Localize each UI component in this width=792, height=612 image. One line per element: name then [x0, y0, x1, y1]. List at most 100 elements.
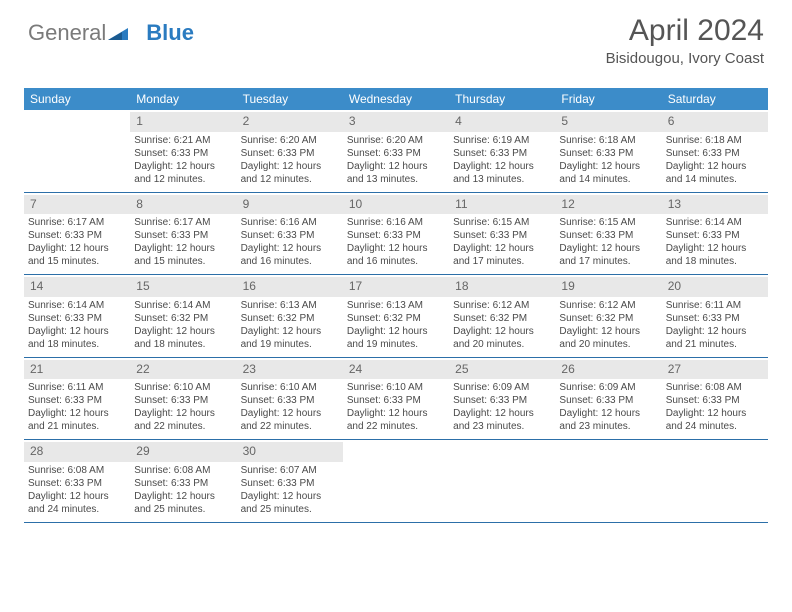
daylight-text: Daylight: 12 hours and 18 minutes.: [666, 242, 764, 268]
sunset-text: Sunset: 6:33 PM: [134, 394, 232, 407]
day-number: 23: [237, 360, 343, 380]
logo-triangle-icon: [108, 20, 128, 46]
day-number: 18: [449, 277, 555, 297]
month-title: April 2024: [606, 14, 764, 48]
calendar-cell: 12 Sunrise: 6:15 AM Sunset: 6:33 PM Dayl…: [555, 193, 661, 275]
calendar-cell: 22 Sunrise: 6:10 AM Sunset: 6:33 PM Dayl…: [130, 358, 236, 440]
calendar-cell: 11 Sunrise: 6:15 AM Sunset: 6:33 PM Dayl…: [449, 193, 555, 275]
daylight-text: Daylight: 12 hours and 21 minutes.: [28, 407, 126, 433]
logo-text-2: Blue: [146, 20, 194, 46]
sunset-text: Sunset: 6:32 PM: [453, 312, 551, 325]
daylight-text: Daylight: 12 hours and 14 minutes.: [559, 160, 657, 186]
sunrise-text: Sunrise: 6:09 AM: [559, 381, 657, 394]
sunset-text: Sunset: 6:33 PM: [134, 477, 232, 490]
calendar-cell: 18 Sunrise: 6:12 AM Sunset: 6:32 PM Dayl…: [449, 275, 555, 357]
sunrise-text: Sunrise: 6:07 AM: [241, 464, 339, 477]
sunrise-text: Sunrise: 6:08 AM: [666, 381, 764, 394]
day-number: 10: [343, 195, 449, 215]
daylight-text: Daylight: 12 hours and 17 minutes.: [453, 242, 551, 268]
daylight-text: Daylight: 12 hours and 22 minutes.: [347, 407, 445, 433]
sunset-text: Sunset: 6:33 PM: [453, 394, 551, 407]
daylight-text: Daylight: 12 hours and 13 minutes.: [347, 160, 445, 186]
daylight-text: Daylight: 12 hours and 19 minutes.: [347, 325, 445, 351]
sunset-text: Sunset: 6:33 PM: [453, 147, 551, 160]
calendar-week: 21 Sunrise: 6:11 AM Sunset: 6:33 PM Dayl…: [24, 358, 768, 441]
day-number: 9: [237, 195, 343, 215]
day-number: 25: [449, 360, 555, 380]
sunset-text: Sunset: 6:33 PM: [28, 477, 126, 490]
sunrise-text: Sunrise: 6:09 AM: [453, 381, 551, 394]
sunset-text: Sunset: 6:32 PM: [347, 312, 445, 325]
sunset-text: Sunset: 6:33 PM: [559, 394, 657, 407]
sunset-text: Sunset: 6:33 PM: [453, 229, 551, 242]
sunset-text: Sunset: 6:33 PM: [347, 147, 445, 160]
sunset-text: Sunset: 6:33 PM: [666, 229, 764, 242]
daylight-text: Daylight: 12 hours and 17 minutes.: [559, 242, 657, 268]
daylight-text: Daylight: 12 hours and 18 minutes.: [28, 325, 126, 351]
sunrise-text: Sunrise: 6:17 AM: [28, 216, 126, 229]
calendar-cell: 2 Sunrise: 6:20 AM Sunset: 6:33 PM Dayli…: [237, 110, 343, 192]
day-number: 24: [343, 360, 449, 380]
weekday-header: Tuesday: [237, 88, 343, 110]
daylight-text: Daylight: 12 hours and 12 minutes.: [241, 160, 339, 186]
daylight-text: Daylight: 12 hours and 14 minutes.: [666, 160, 764, 186]
day-number: 4: [449, 112, 555, 132]
weekday-header: Friday: [555, 88, 661, 110]
sunset-text: Sunset: 6:33 PM: [666, 312, 764, 325]
sunrise-text: Sunrise: 6:15 AM: [453, 216, 551, 229]
sunset-text: Sunset: 6:33 PM: [28, 394, 126, 407]
day-number: 26: [555, 360, 661, 380]
sunrise-text: Sunrise: 6:16 AM: [241, 216, 339, 229]
calendar-cell: 27 Sunrise: 6:08 AM Sunset: 6:33 PM Dayl…: [662, 358, 768, 440]
daylight-text: Daylight: 12 hours and 24 minutes.: [666, 407, 764, 433]
daylight-text: Daylight: 12 hours and 25 minutes.: [134, 490, 232, 516]
day-number: 2: [237, 112, 343, 132]
daylight-text: Daylight: 12 hours and 16 minutes.: [347, 242, 445, 268]
sunset-text: Sunset: 6:33 PM: [666, 394, 764, 407]
sunrise-text: Sunrise: 6:20 AM: [347, 134, 445, 147]
calendar-week: 1 Sunrise: 6:21 AM Sunset: 6:33 PM Dayli…: [24, 110, 768, 193]
calendar-cell: 30 Sunrise: 6:07 AM Sunset: 6:33 PM Dayl…: [237, 440, 343, 522]
sunrise-text: Sunrise: 6:21 AM: [134, 134, 232, 147]
sunrise-text: Sunrise: 6:08 AM: [134, 464, 232, 477]
sunrise-text: Sunrise: 6:11 AM: [666, 299, 764, 312]
day-number: 11: [449, 195, 555, 215]
calendar-cell: 29 Sunrise: 6:08 AM Sunset: 6:33 PM Dayl…: [130, 440, 236, 522]
weekday-header: Saturday: [662, 88, 768, 110]
sunrise-text: Sunrise: 6:16 AM: [347, 216, 445, 229]
calendar-cell: 8 Sunrise: 6:17 AM Sunset: 6:33 PM Dayli…: [130, 193, 236, 275]
sunrise-text: Sunrise: 6:13 AM: [347, 299, 445, 312]
location-subtitle: Bisidougou, Ivory Coast: [606, 50, 764, 67]
sunrise-text: Sunrise: 6:11 AM: [28, 381, 126, 394]
calendar-cell: 10 Sunrise: 6:16 AM Sunset: 6:33 PM Dayl…: [343, 193, 449, 275]
sunset-text: Sunset: 6:33 PM: [241, 394, 339, 407]
weekday-header: Sunday: [24, 88, 130, 110]
page-header: General Blue April 2024 Bisidougou, Ivor…: [0, 0, 792, 88]
calendar-cell: 13 Sunrise: 6:14 AM Sunset: 6:33 PM Dayl…: [662, 193, 768, 275]
calendar-cell: 19 Sunrise: 6:12 AM Sunset: 6:32 PM Dayl…: [555, 275, 661, 357]
sunrise-text: Sunrise: 6:14 AM: [134, 299, 232, 312]
sunset-text: Sunset: 6:33 PM: [241, 229, 339, 242]
calendar-week: 14 Sunrise: 6:14 AM Sunset: 6:33 PM Dayl…: [24, 275, 768, 358]
sunset-text: Sunset: 6:33 PM: [347, 394, 445, 407]
sunrise-text: Sunrise: 6:10 AM: [134, 381, 232, 394]
day-number: 19: [555, 277, 661, 297]
day-number: 8: [130, 195, 236, 215]
sunset-text: Sunset: 6:33 PM: [241, 147, 339, 160]
calendar-cell: 4 Sunrise: 6:19 AM Sunset: 6:33 PM Dayli…: [449, 110, 555, 192]
calendar-week: 28 Sunrise: 6:08 AM Sunset: 6:33 PM Dayl…: [24, 440, 768, 523]
sunset-text: Sunset: 6:32 PM: [241, 312, 339, 325]
daylight-text: Daylight: 12 hours and 16 minutes.: [241, 242, 339, 268]
title-block: April 2024 Bisidougou, Ivory Coast: [606, 14, 764, 67]
sunset-text: Sunset: 6:33 PM: [559, 147, 657, 160]
calendar-cell-empty: [343, 440, 449, 522]
day-number: 28: [24, 442, 130, 462]
calendar-cell: 28 Sunrise: 6:08 AM Sunset: 6:33 PM Dayl…: [24, 440, 130, 522]
sunrise-text: Sunrise: 6:10 AM: [347, 381, 445, 394]
day-number: 13: [662, 195, 768, 215]
daylight-text: Daylight: 12 hours and 19 minutes.: [241, 325, 339, 351]
daylight-text: Daylight: 12 hours and 12 minutes.: [134, 160, 232, 186]
sunset-text: Sunset: 6:33 PM: [134, 229, 232, 242]
sunset-text: Sunset: 6:33 PM: [241, 477, 339, 490]
sunset-text: Sunset: 6:32 PM: [559, 312, 657, 325]
